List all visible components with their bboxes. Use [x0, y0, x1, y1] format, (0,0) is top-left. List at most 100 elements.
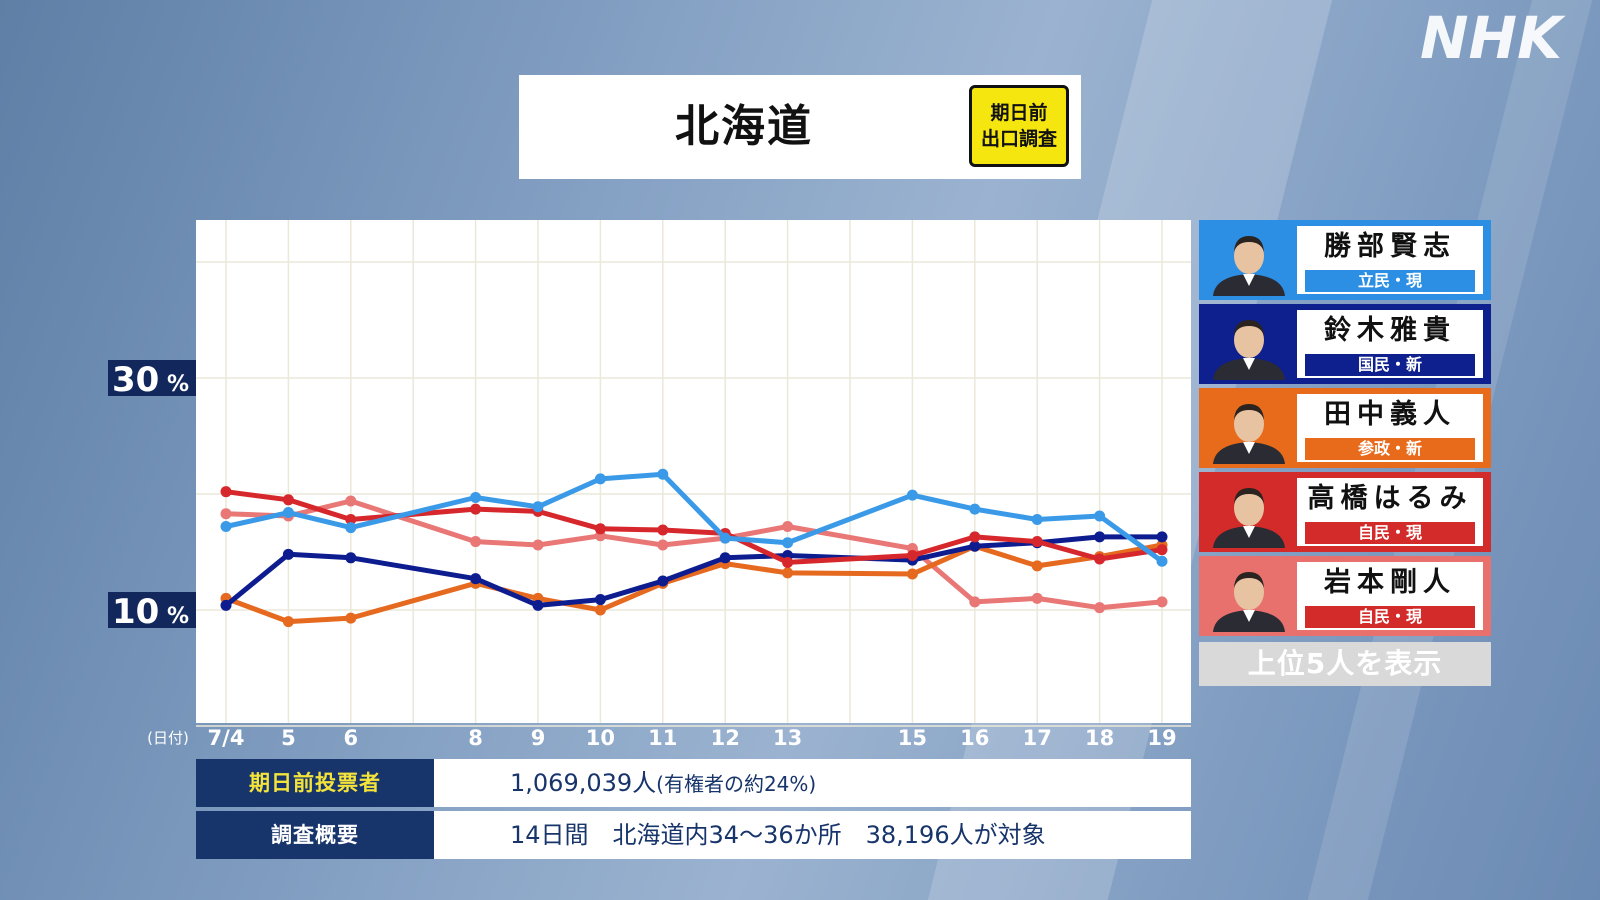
candidate-name: 勝部賢志 — [1324, 231, 1456, 262]
person-icon — [1213, 236, 1285, 296]
data-point — [345, 612, 357, 624]
y-tick-box — [108, 592, 196, 628]
data-point — [1031, 536, 1043, 548]
series-line — [223, 542, 1165, 625]
person-icon — [1213, 572, 1285, 632]
x-axis-label: (日付) — [147, 729, 189, 747]
top5-note: 上位5人を表示 — [1199, 642, 1491, 686]
title-panel: 北海道 期日前 出口調査 — [519, 75, 1081, 179]
page-title: 北海道 — [675, 101, 813, 152]
data-point — [906, 489, 918, 501]
data-point — [719, 552, 731, 564]
y-axis-ticks: 30 % 10% — [108, 360, 196, 632]
data-point — [594, 594, 606, 606]
data-point — [906, 568, 918, 580]
data-point — [1094, 602, 1106, 614]
data-point — [657, 524, 669, 536]
data-point — [1094, 510, 1106, 522]
candidate-photo — [1205, 224, 1293, 296]
person-icon — [1213, 320, 1285, 380]
person-icon — [1213, 404, 1285, 464]
candidate-name-box: 高橋はるみ 自民・現 — [1297, 478, 1483, 546]
data-point — [532, 501, 544, 513]
data-point — [657, 575, 669, 587]
x-tick-label: 16 — [960, 726, 989, 750]
data-point — [345, 552, 357, 564]
candidate-item: 岩本剛人 自民・現 — [1199, 556, 1491, 636]
series-lines — [220, 468, 1168, 628]
badge-line1: 期日前 — [990, 102, 1048, 124]
candidate-party: 自民・現 — [1305, 606, 1475, 628]
data-point — [1031, 514, 1043, 526]
data-point — [282, 507, 294, 519]
candidate-photo — [1205, 308, 1293, 380]
candidate-party: 自民・現 — [1305, 522, 1475, 544]
x-tick-label: 5 — [281, 726, 296, 750]
x-tick-label: 18 — [1085, 726, 1114, 750]
candidate-item: 勝部賢志 立民・現 — [1199, 220, 1491, 300]
data-point — [532, 539, 544, 551]
plot-background — [196, 220, 1191, 723]
candidate-photo — [1205, 560, 1293, 632]
y-tick-unit: % — [167, 604, 189, 629]
series-line — [223, 471, 1165, 564]
data-point — [1094, 531, 1106, 543]
data-point — [594, 604, 606, 616]
data-point — [906, 549, 918, 561]
badge-line2: 出口調査 — [980, 128, 1057, 150]
data-point — [470, 573, 482, 585]
data-point — [1031, 560, 1043, 572]
data-point — [594, 523, 606, 535]
data-point — [220, 508, 232, 520]
x-tick-label: 19 — [1147, 726, 1176, 750]
data-point — [782, 520, 794, 532]
data-point — [782, 556, 794, 568]
data-point — [532, 599, 544, 611]
x-tick-label: 6 — [343, 726, 358, 750]
series-line — [223, 489, 1165, 565]
candidate-party: 国民・新 — [1305, 354, 1475, 376]
data-point — [657, 468, 669, 480]
candidate-photo — [1205, 476, 1293, 548]
data-point — [782, 537, 794, 549]
data-point — [1156, 544, 1168, 556]
data-point — [719, 532, 731, 544]
data-point — [1156, 531, 1168, 543]
candidate-party: 立民・現 — [1305, 270, 1475, 292]
x-tick-label: 9 — [531, 726, 546, 750]
x-tick-label: 15 — [898, 726, 927, 750]
survey-overview-value: 14日間 北海道内34～36か所 38,196人が対象 — [434, 811, 1191, 859]
data-point — [220, 486, 232, 498]
series-1 — [220, 468, 1168, 567]
data-point — [969, 503, 981, 515]
person-icon — [1213, 488, 1285, 548]
candidate-name: 田中義人 — [1324, 399, 1456, 430]
y-tick-label: 30 — [112, 360, 159, 400]
x-tick-label: 13 — [773, 726, 802, 750]
early-voters-count: 1,069,039人 — [510, 769, 657, 797]
nhk-logo: NHK — [1420, 6, 1566, 66]
data-point — [470, 536, 482, 548]
data-point — [969, 531, 981, 543]
data-point — [282, 548, 294, 560]
data-point — [220, 520, 232, 532]
data-point — [282, 494, 294, 506]
early-voters-row: 期日前投票者 1,069,039人(有権者の約24%) — [196, 759, 1191, 807]
candidate-name: 高橋はるみ — [1307, 483, 1473, 514]
x-tick-label: 11 — [648, 726, 677, 750]
data-point — [345, 495, 357, 507]
candidate-item: 鈴木雅貴 国民・新 — [1199, 304, 1491, 384]
data-point — [1156, 596, 1168, 608]
candidate-name-box: 鈴木雅貴 国民・新 — [1297, 310, 1483, 378]
candidate-name-box: 田中義人 参政・新 — [1297, 394, 1483, 462]
candidate-photo — [1205, 392, 1293, 464]
x-axis-ticks: (日付) 7/4 5 6 8 9 10 11 12 13 15 16 17 18 19 — [147, 726, 1176, 750]
y-tick-label: 10 — [112, 592, 159, 632]
survey-overview-label: 調査概要 — [196, 811, 434, 859]
candidate-item: 高橋はるみ 自民・現 — [1199, 472, 1491, 552]
series-line — [223, 498, 1165, 611]
exit-poll-badge: 期日前 出口調査 — [969, 85, 1069, 167]
early-voters-value: 1,069,039人(有権者の約24%) — [434, 759, 1191, 807]
data-point — [657, 539, 669, 551]
candidate-party: 参政・新 — [1305, 438, 1475, 460]
